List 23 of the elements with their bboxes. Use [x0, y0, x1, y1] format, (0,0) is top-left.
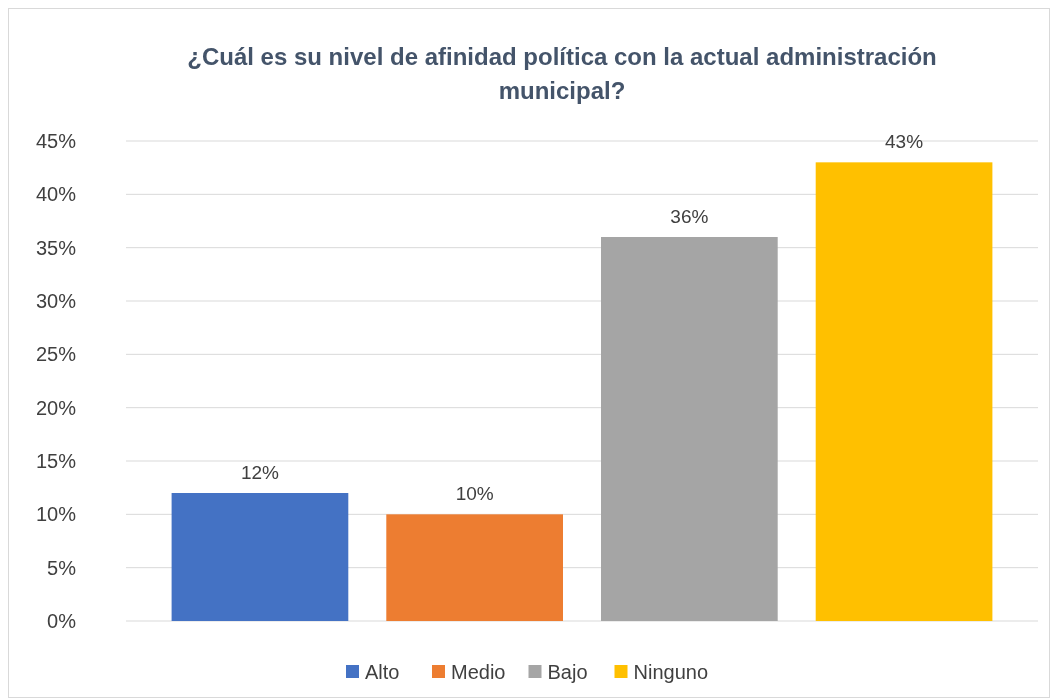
y-tick-label: 0%: [47, 610, 77, 632]
data-label: 43%: [885, 131, 924, 153]
legend-label: Ninguno: [633, 661, 709, 683]
legend-label: Medio: [451, 661, 506, 683]
legend-label: Alto: [365, 661, 400, 683]
data-label: 10%: [455, 483, 494, 505]
data-label: 36%: [670, 206, 709, 227]
bar: [171, 493, 349, 621]
bar: [386, 514, 563, 621]
chart-title: ¿Cuál es su nivel de afinidad política con la actual administración municipal?: [187, 43, 937, 104]
data-label: 12%: [240, 462, 280, 483]
legend-label: Bajo: [547, 661, 588, 683]
y-tick-label: 30%: [35, 290, 77, 312]
y-tick-label: 10%: [35, 503, 77, 526]
y-tick-label: 20%: [35, 396, 77, 419]
y-tick-label: 25%: [35, 343, 77, 366]
bar: [815, 162, 993, 621]
y-tick-label: 40%: [35, 183, 77, 206]
y-tick-label: 5%: [47, 556, 77, 579]
y-tick-label: 15%: [35, 450, 77, 472]
y-tick-label: 45%: [35, 130, 77, 152]
bar: [601, 237, 778, 621]
y-tick-label: 35%: [35, 236, 77, 259]
